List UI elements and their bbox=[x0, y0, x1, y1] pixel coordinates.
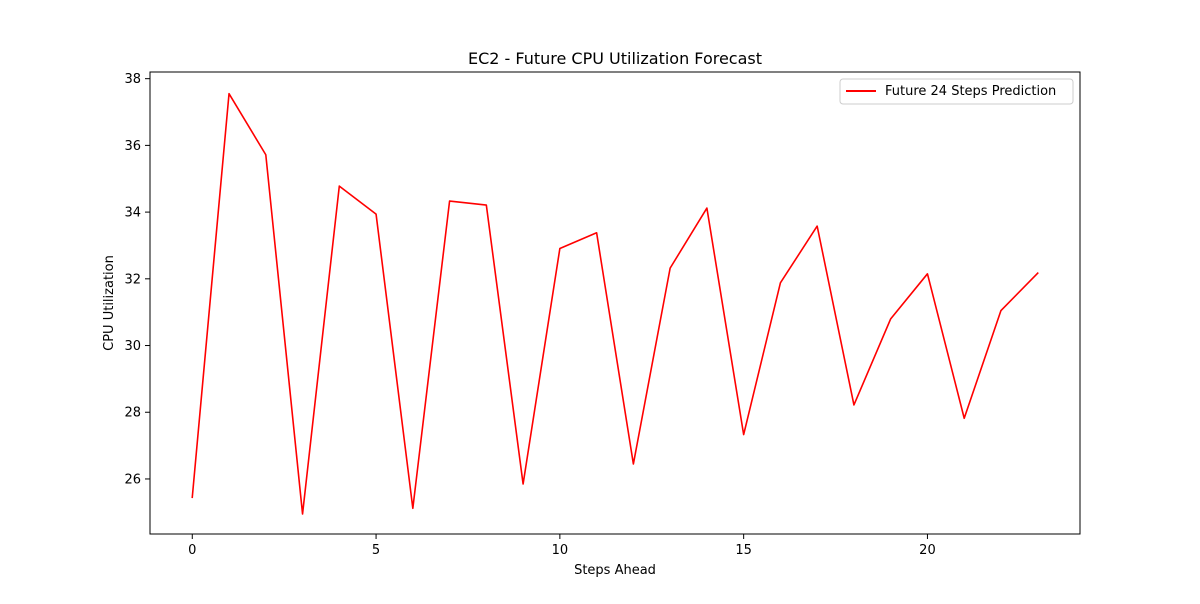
legend-series-label: Future 24 Steps Prediction bbox=[885, 84, 1056, 99]
y-tick-label: 30 bbox=[124, 339, 141, 354]
y-tick-label: 38 bbox=[124, 72, 141, 87]
legend: Future 24 Steps Prediction bbox=[839, 78, 1074, 105]
plot-area: 0 5 10 15 20 26 28 30 32 34 36 38 bbox=[124, 71, 1081, 558]
y-tick-label: 36 bbox=[124, 139, 141, 154]
x-tick-label: 5 bbox=[372, 543, 380, 558]
x-tick-label: 10 bbox=[552, 543, 569, 558]
x-tick-label: 15 bbox=[735, 543, 752, 558]
x-tick-label: 20 bbox=[919, 543, 936, 558]
legend-box bbox=[839, 78, 1074, 105]
chart-title: EC2 - Future CPU Utilization Forecast bbox=[468, 49, 762, 68]
x-axis-label: Steps Ahead bbox=[574, 563, 656, 578]
y-tick-label: 26 bbox=[124, 472, 141, 487]
y-tick-label: 28 bbox=[124, 406, 141, 421]
series-line-0 bbox=[191, 92, 1039, 515]
y-axis-label: CPU Utilization bbox=[102, 255, 117, 351]
axes-frame bbox=[149, 71, 1081, 535]
x-tick-label: 0 bbox=[188, 543, 196, 558]
y-tick-label: 32 bbox=[124, 272, 141, 287]
y-tick-label: 34 bbox=[124, 206, 141, 221]
